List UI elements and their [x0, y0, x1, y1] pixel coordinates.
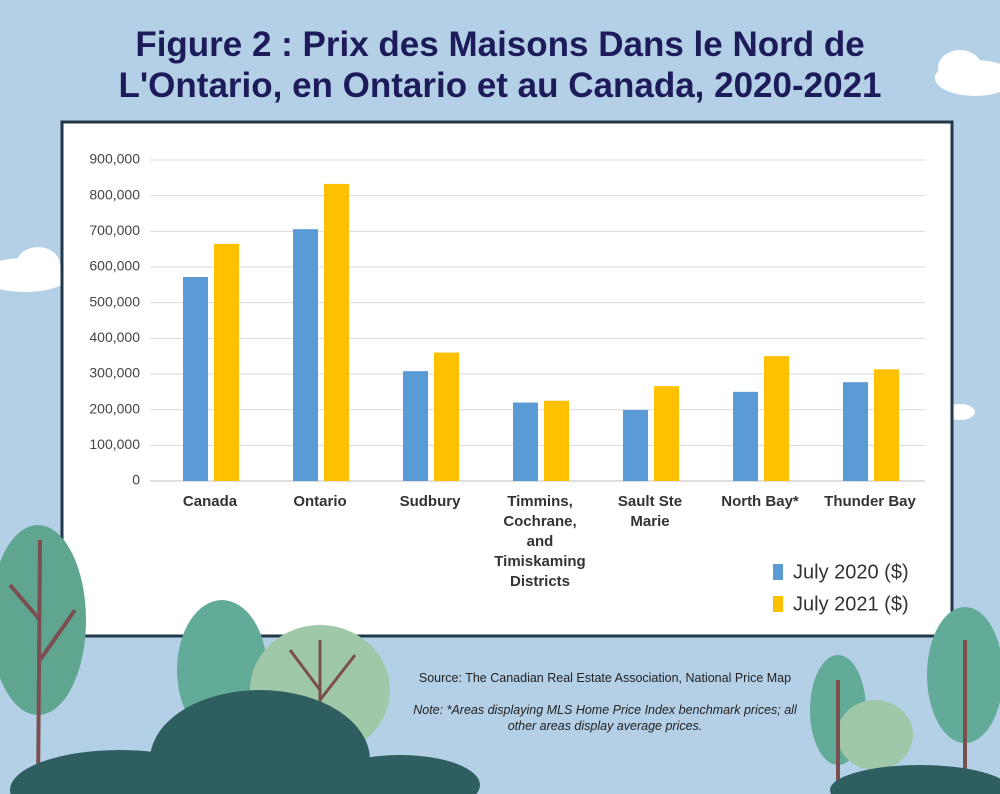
y-tick-label: 400,000 — [89, 329, 140, 345]
y-tick-label: 500,000 — [89, 293, 140, 309]
y-tick-label: 900,000 — [89, 151, 140, 167]
legend-label: July 2021 ($) — [793, 593, 909, 615]
x-tick-label: Thunder Bay — [824, 493, 916, 510]
bar — [214, 243, 239, 481]
x-tick-label: North Bay* — [721, 493, 799, 510]
bar — [293, 229, 318, 481]
y-tick-label: 600,000 — [89, 258, 140, 274]
bar — [434, 352, 459, 481]
bar — [654, 386, 679, 481]
bar — [183, 276, 208, 481]
legend-label: July 2020 ($) — [793, 561, 909, 583]
legend-swatch — [773, 596, 783, 612]
y-tick-label: 700,000 — [89, 222, 140, 238]
bar — [544, 400, 569, 481]
bar — [403, 371, 428, 481]
chart-title: Figure 2 : Prix des Maisons Dans le Nord… — [118, 25, 882, 105]
bar — [733, 391, 758, 481]
x-tick-label: Sudbury — [399, 493, 461, 510]
x-tick-label: Sault Ste Marie — [617, 493, 683, 530]
y-tick-label: 0 — [132, 472, 140, 488]
x-tick-label: Ontario — [293, 493, 347, 510]
bar — [764, 356, 789, 481]
x-tick-label: Canada — [182, 493, 238, 510]
y-tick-label: 800,000 — [89, 186, 140, 202]
bar — [623, 410, 648, 481]
bar — [324, 183, 349, 481]
bar — [513, 402, 538, 481]
x-tick-label: Timmins, Cochrane, and Timiskaming Distr… — [494, 493, 586, 590]
decoration — [0, 50, 1000, 420]
y-tick-label: 100,000 — [89, 436, 140, 452]
source: Source: The Canadian Real Estate Associa… — [418, 671, 792, 685]
legend-swatch — [773, 564, 783, 580]
y-tick-label: 200,000 — [89, 400, 140, 416]
trees — [0, 525, 1000, 794]
bar — [874, 369, 899, 481]
y-tick-label: 300,000 — [89, 365, 140, 381]
note: Note: *Areas displaying MLS Home Price I… — [413, 703, 797, 733]
bar — [843, 382, 868, 481]
chart-panel — [60, 120, 954, 638]
